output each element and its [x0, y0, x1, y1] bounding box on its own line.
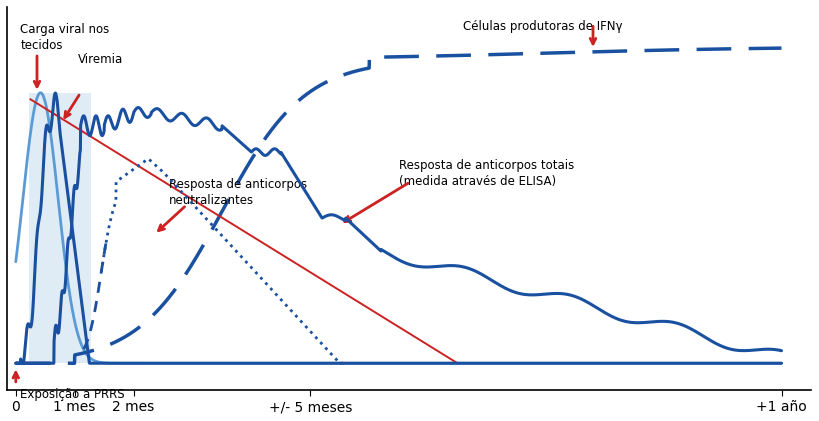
- Text: Resposta de anticorpos
neutralizantes: Resposta de anticorpos neutralizantes: [169, 179, 306, 208]
- Text: Viremia: Viremia: [78, 53, 123, 67]
- Bar: [29, 93, 90, 363]
- Text: Exposição a PRRS: Exposição a PRRS: [20, 388, 125, 401]
- Text: Carga viral nos
tecidos: Carga viral nos tecidos: [20, 24, 110, 53]
- Text: Resposta de anticorpos totais
(medida através de ELISA): Resposta de anticorpos totais (medida at…: [398, 159, 573, 188]
- Text: Células produtoras de IFNγ: Células produtoras de IFNγ: [463, 20, 622, 33]
